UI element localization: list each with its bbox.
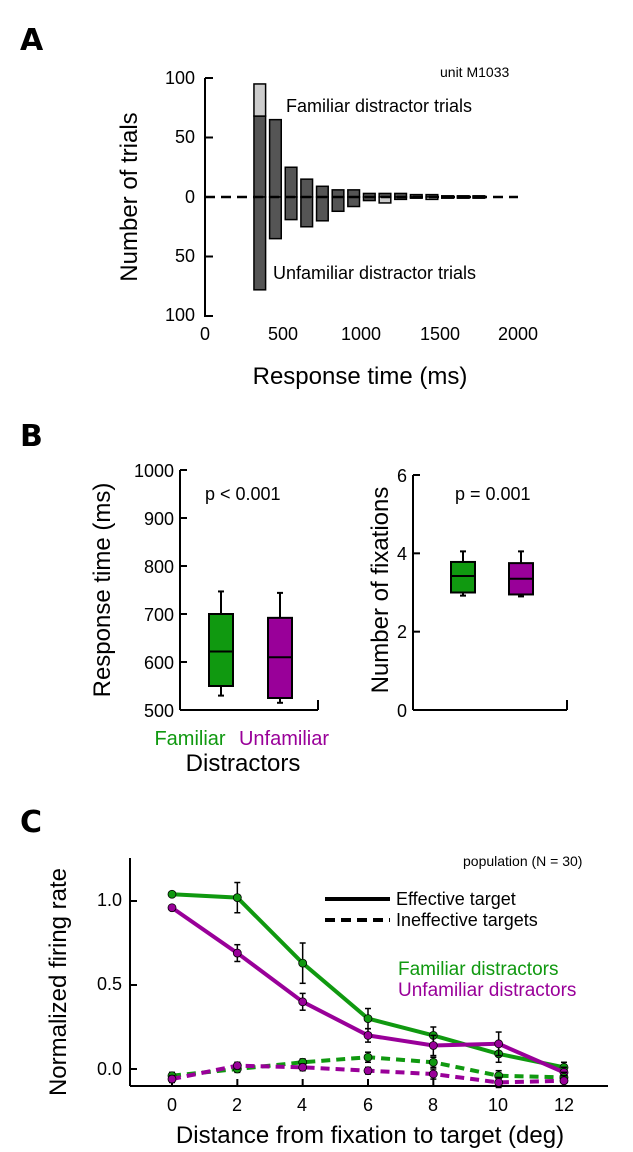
data-point bbox=[232, 1061, 242, 1071]
panel-letter-c: C bbox=[20, 805, 42, 840]
panel-a-y-ticks bbox=[205, 77, 213, 317]
panel-c: C population (N = 30) 1.0 0.5 0.0 0 2 4 … bbox=[20, 805, 608, 1149]
legend-familiar-distractors: Familiar distractors bbox=[398, 959, 558, 980]
panel-a-ytick-label: 100 bbox=[165, 68, 195, 88]
unfamiliar-bar bbox=[300, 196, 314, 228]
unfamiliar-bar bbox=[284, 196, 298, 221]
familiar-bar bbox=[268, 118, 283, 198]
panel-b-left-ytick-label: 600 bbox=[144, 653, 174, 673]
panel-b-right-ytick-label: 2 bbox=[397, 622, 407, 642]
panel-c-xtick-label: 10 bbox=[488, 1095, 508, 1115]
panel-a-xtick-label: 1000 bbox=[341, 324, 381, 344]
panel-b-left-ytick-label: 700 bbox=[144, 605, 174, 625]
unfamiliar-bar bbox=[268, 196, 283, 240]
panel-b-right-ytick-label: 6 bbox=[397, 466, 407, 486]
panel-b-right-boxes bbox=[450, 550, 534, 598]
box-familiar bbox=[208, 613, 234, 687]
panel-b-category-unfamiliar: Unfamiliar bbox=[239, 728, 329, 750]
panel-c-y-ticks bbox=[130, 900, 137, 1070]
panel-c-ytick-label: 0.5 bbox=[97, 974, 122, 994]
panel-a-xtick-label: 2000 bbox=[498, 324, 538, 344]
panel-b-left-boxes bbox=[208, 590, 293, 704]
data-point bbox=[232, 948, 242, 958]
data-point bbox=[298, 997, 308, 1007]
data-point bbox=[428, 1041, 438, 1050]
panel-a-xtick-label: 1500 bbox=[420, 324, 460, 344]
panel-b-group-label: Distractors bbox=[186, 750, 301, 777]
panel-b-left-ytick-label: 1000 bbox=[134, 461, 174, 481]
familiar-bar bbox=[315, 185, 329, 198]
panel-b-left-ytick-label: 900 bbox=[144, 509, 174, 529]
legend-effective-target: Effective target bbox=[396, 889, 516, 909]
panel-letter-b: B bbox=[20, 419, 43, 454]
data-point bbox=[363, 1052, 373, 1062]
panel-a-ytick-label: 50 bbox=[175, 246, 195, 266]
familiar-bar bbox=[253, 115, 267, 198]
panel-b-right-ytick-label: 0 bbox=[397, 701, 407, 721]
panel-c-xtick-label: 4 bbox=[297, 1095, 307, 1115]
panel-b-left-y-ticks bbox=[180, 469, 187, 711]
unfamiliar-bar bbox=[315, 196, 329, 222]
panel-c-ytick-label: 0.0 bbox=[97, 1059, 122, 1079]
panel-a-xtick-label: 0 bbox=[200, 324, 210, 344]
panel-b-right-ytick-label: 4 bbox=[397, 544, 407, 564]
panel-b: B 1000 900 800 700 600 500 p < 0.001 Res… bbox=[20, 419, 568, 777]
data-point bbox=[494, 1039, 504, 1049]
panel-a: A unit M1033 Familiar distractor trials … bbox=[20, 23, 538, 390]
data-point bbox=[167, 1074, 177, 1084]
legend-ineffective-targets: Ineffective targets bbox=[396, 910, 538, 930]
data-point bbox=[232, 893, 242, 903]
data-point bbox=[363, 1014, 373, 1023]
panel-a-top-label: Familiar distractor trials bbox=[286, 96, 472, 116]
data-point bbox=[363, 1031, 373, 1040]
panel-a-xtick-label: 500 bbox=[268, 324, 298, 344]
familiar-bar-light bbox=[253, 83, 267, 117]
panel-b-right-annotation: p = 0.001 bbox=[455, 484, 531, 504]
data-point bbox=[167, 889, 177, 899]
panel-a-annotation: unit M1033 bbox=[440, 64, 509, 80]
familiar-bar bbox=[300, 178, 314, 198]
panel-b-right-y-ticks bbox=[413, 474, 420, 711]
familiar-bar bbox=[284, 166, 298, 198]
panel-a-bottom-label: Unfamiliar distractor trials bbox=[273, 263, 476, 283]
unfamiliar-bar bbox=[253, 196, 267, 291]
data-point bbox=[298, 1062, 308, 1072]
panel-c-xlabel: Distance from fixation to target (deg) bbox=[176, 1122, 564, 1149]
panel-c-xtick-label: 8 bbox=[428, 1095, 438, 1115]
panel-b-left-ytick-label: 800 bbox=[144, 557, 174, 577]
panel-c-series bbox=[167, 881, 569, 1089]
data-point bbox=[494, 1078, 504, 1087]
panel-c-xtick-label: 12 bbox=[554, 1095, 574, 1115]
panel-c-ytick-label: 1.0 bbox=[97, 890, 122, 910]
unfamiliar-bar bbox=[347, 196, 361, 208]
legend-unfamiliar-distractors: Unfamiliar distractors bbox=[398, 980, 576, 1001]
unfamiliar-bar bbox=[331, 196, 345, 213]
panel-c-xtick-label: 0 bbox=[167, 1095, 177, 1115]
panel-b-left-ylabel: Response time (ms) bbox=[89, 483, 116, 698]
data-point bbox=[167, 903, 177, 913]
panel-a-ylabel: Number of trials bbox=[116, 112, 143, 281]
panel-c-xtick-label: 2 bbox=[232, 1095, 242, 1115]
box-familiar bbox=[450, 560, 476, 594]
panel-b-left-ytick-label: 500 bbox=[144, 701, 174, 721]
data-point bbox=[428, 1057, 438, 1067]
panel-c-ylabel: Normalized firing rate bbox=[45, 868, 72, 1096]
panel-a-ytick-label: 0 bbox=[185, 187, 195, 207]
panel-b-left-annotation: p < 0.001 bbox=[205, 484, 281, 504]
panel-b-category-familiar: Familiar bbox=[154, 728, 225, 750]
panel-c-annotation: population (N = 30) bbox=[463, 853, 582, 869]
data-point bbox=[363, 1066, 373, 1076]
data-point bbox=[298, 958, 308, 968]
panel-c-xtick-label: 6 bbox=[363, 1095, 373, 1115]
panel-letter-a: A bbox=[20, 23, 44, 58]
data-point bbox=[559, 1076, 569, 1086]
data-point bbox=[428, 1069, 438, 1079]
panel-a-ytick-label: 100 bbox=[165, 305, 195, 325]
panel-a-ytick-label: 50 bbox=[175, 127, 195, 147]
panel-b-right-ylabel: Number of fixations bbox=[367, 487, 394, 694]
panel-a-xlabel: Response time (ms) bbox=[253, 363, 468, 390]
